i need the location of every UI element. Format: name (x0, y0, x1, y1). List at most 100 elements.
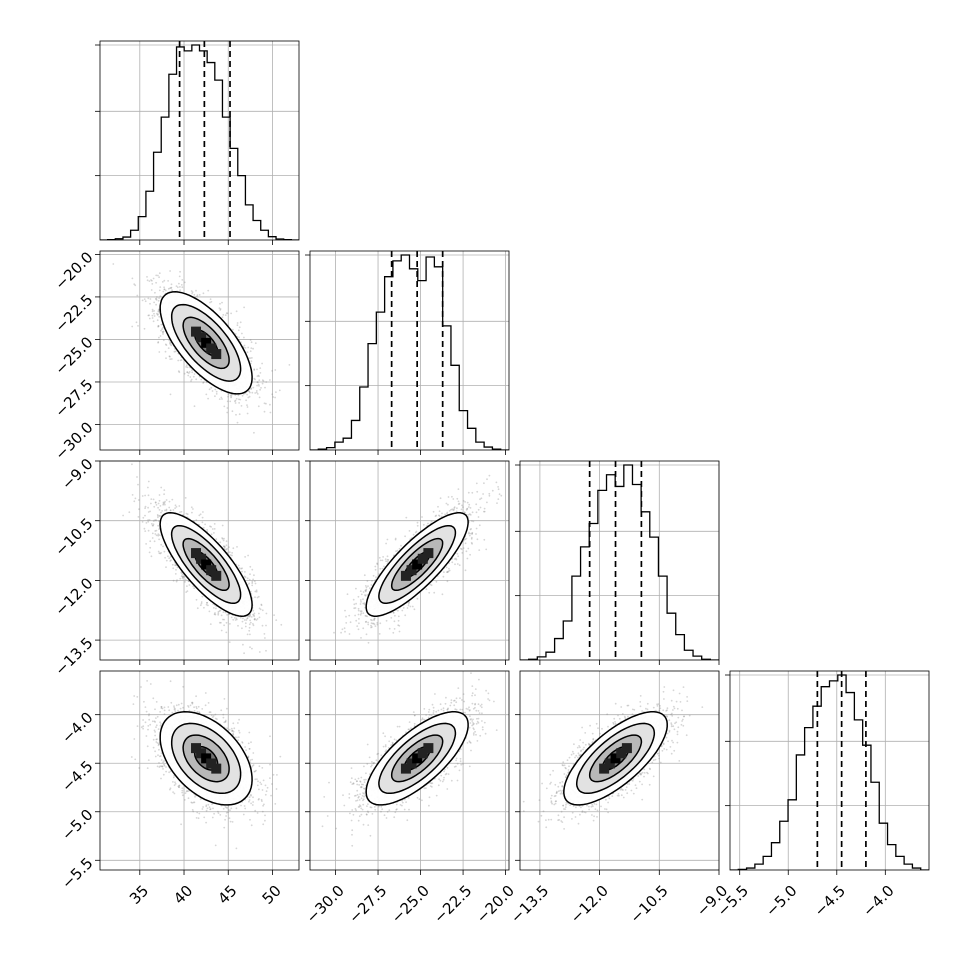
sample-point (187, 374, 190, 377)
sample-point (219, 609, 222, 612)
sample-point (249, 573, 251, 576)
sample-point (157, 516, 159, 519)
sample-point (159, 295, 162, 297)
sample-point (241, 627, 243, 630)
sample-point (157, 534, 160, 537)
sample-point (155, 274, 158, 277)
sample-point (145, 522, 148, 524)
sample-point (261, 624, 264, 627)
sample-point (160, 511, 162, 514)
sample-point (181, 286, 184, 289)
sample-point (278, 389, 281, 392)
sample-point (249, 350, 252, 353)
sample-point (160, 329, 162, 332)
sample-point (200, 378, 203, 381)
sample-point (222, 611, 225, 613)
sample-point (159, 505, 162, 507)
sample-point (156, 314, 159, 316)
sample-point (193, 587, 196, 590)
sample-point (169, 393, 172, 396)
sample-point (259, 388, 261, 391)
sample-point (230, 312, 233, 315)
sample-point (152, 524, 155, 527)
sample-point (167, 280, 170, 282)
sample-point (158, 494, 161, 496)
sample-point (223, 537, 225, 540)
sample-point (257, 374, 260, 377)
sample-point (165, 357, 167, 360)
sample-point (225, 631, 228, 634)
sample-point (251, 580, 254, 583)
sample-point (236, 546, 238, 548)
sample-point (192, 585, 195, 588)
sample-point (219, 309, 222, 311)
sample-point (272, 396, 275, 398)
sample-point (254, 582, 257, 585)
sample-point (180, 571, 183, 574)
sample-point (214, 612, 216, 614)
sample-point (251, 584, 254, 587)
sample-point (223, 546, 226, 549)
sample-point (241, 394, 244, 397)
sample-point (158, 297, 161, 299)
sample-point (188, 371, 191, 373)
sample-point (157, 313, 159, 316)
sample-point (248, 615, 250, 618)
sample-point (243, 619, 246, 621)
sample-point (158, 315, 161, 318)
sample-point (185, 512, 188, 515)
sample-point (191, 369, 193, 372)
sample-point (171, 289, 173, 292)
sample-point (131, 494, 134, 496)
sample-point (147, 480, 150, 483)
sample-point (226, 312, 229, 315)
sample-point (244, 622, 247, 625)
sample-point (155, 297, 158, 300)
sample-point (169, 270, 172, 272)
sample-point (229, 400, 232, 403)
sample-point (215, 538, 218, 540)
sample-point (245, 619, 248, 621)
panel-frame (99, 40, 300, 241)
sample-point (176, 579, 178, 581)
panel-frame (309, 250, 510, 451)
sample-point (147, 520, 150, 523)
sample-point (148, 551, 151, 554)
sample-point (176, 566, 179, 569)
sample-point (261, 382, 264, 385)
sample-point (256, 596, 259, 599)
sample-point (249, 565, 252, 568)
sample-point (248, 395, 251, 398)
sample-point (169, 342, 171, 345)
sample-point (219, 308, 222, 310)
sample-point (157, 310, 160, 313)
sample-point (247, 396, 250, 399)
sample-point (255, 589, 258, 592)
sample-point (163, 288, 166, 291)
sample-point (178, 282, 180, 285)
sample-point (134, 497, 137, 500)
sample-point (237, 394, 240, 397)
sample-point (226, 407, 229, 409)
sample-point (157, 324, 160, 327)
sample-point (163, 493, 166, 496)
sample-point (141, 299, 144, 302)
sample-point (149, 302, 151, 305)
sample-point (169, 341, 172, 344)
sample-point (274, 369, 277, 371)
sample-point (176, 286, 179, 289)
sample-point (242, 643, 244, 646)
sample-point (137, 483, 139, 486)
y-tick-label: −30.0 (51, 418, 96, 463)
sample-point (218, 398, 221, 400)
sample-point (143, 327, 146, 330)
sample-point (221, 537, 224, 539)
sample-point (183, 576, 186, 578)
sample-point (162, 333, 164, 335)
sample-point (174, 350, 177, 353)
sample-point (157, 502, 160, 505)
sample-point (234, 402, 237, 404)
sample-point (122, 514, 124, 517)
sample-point (220, 614, 223, 617)
sample-point (134, 284, 137, 287)
